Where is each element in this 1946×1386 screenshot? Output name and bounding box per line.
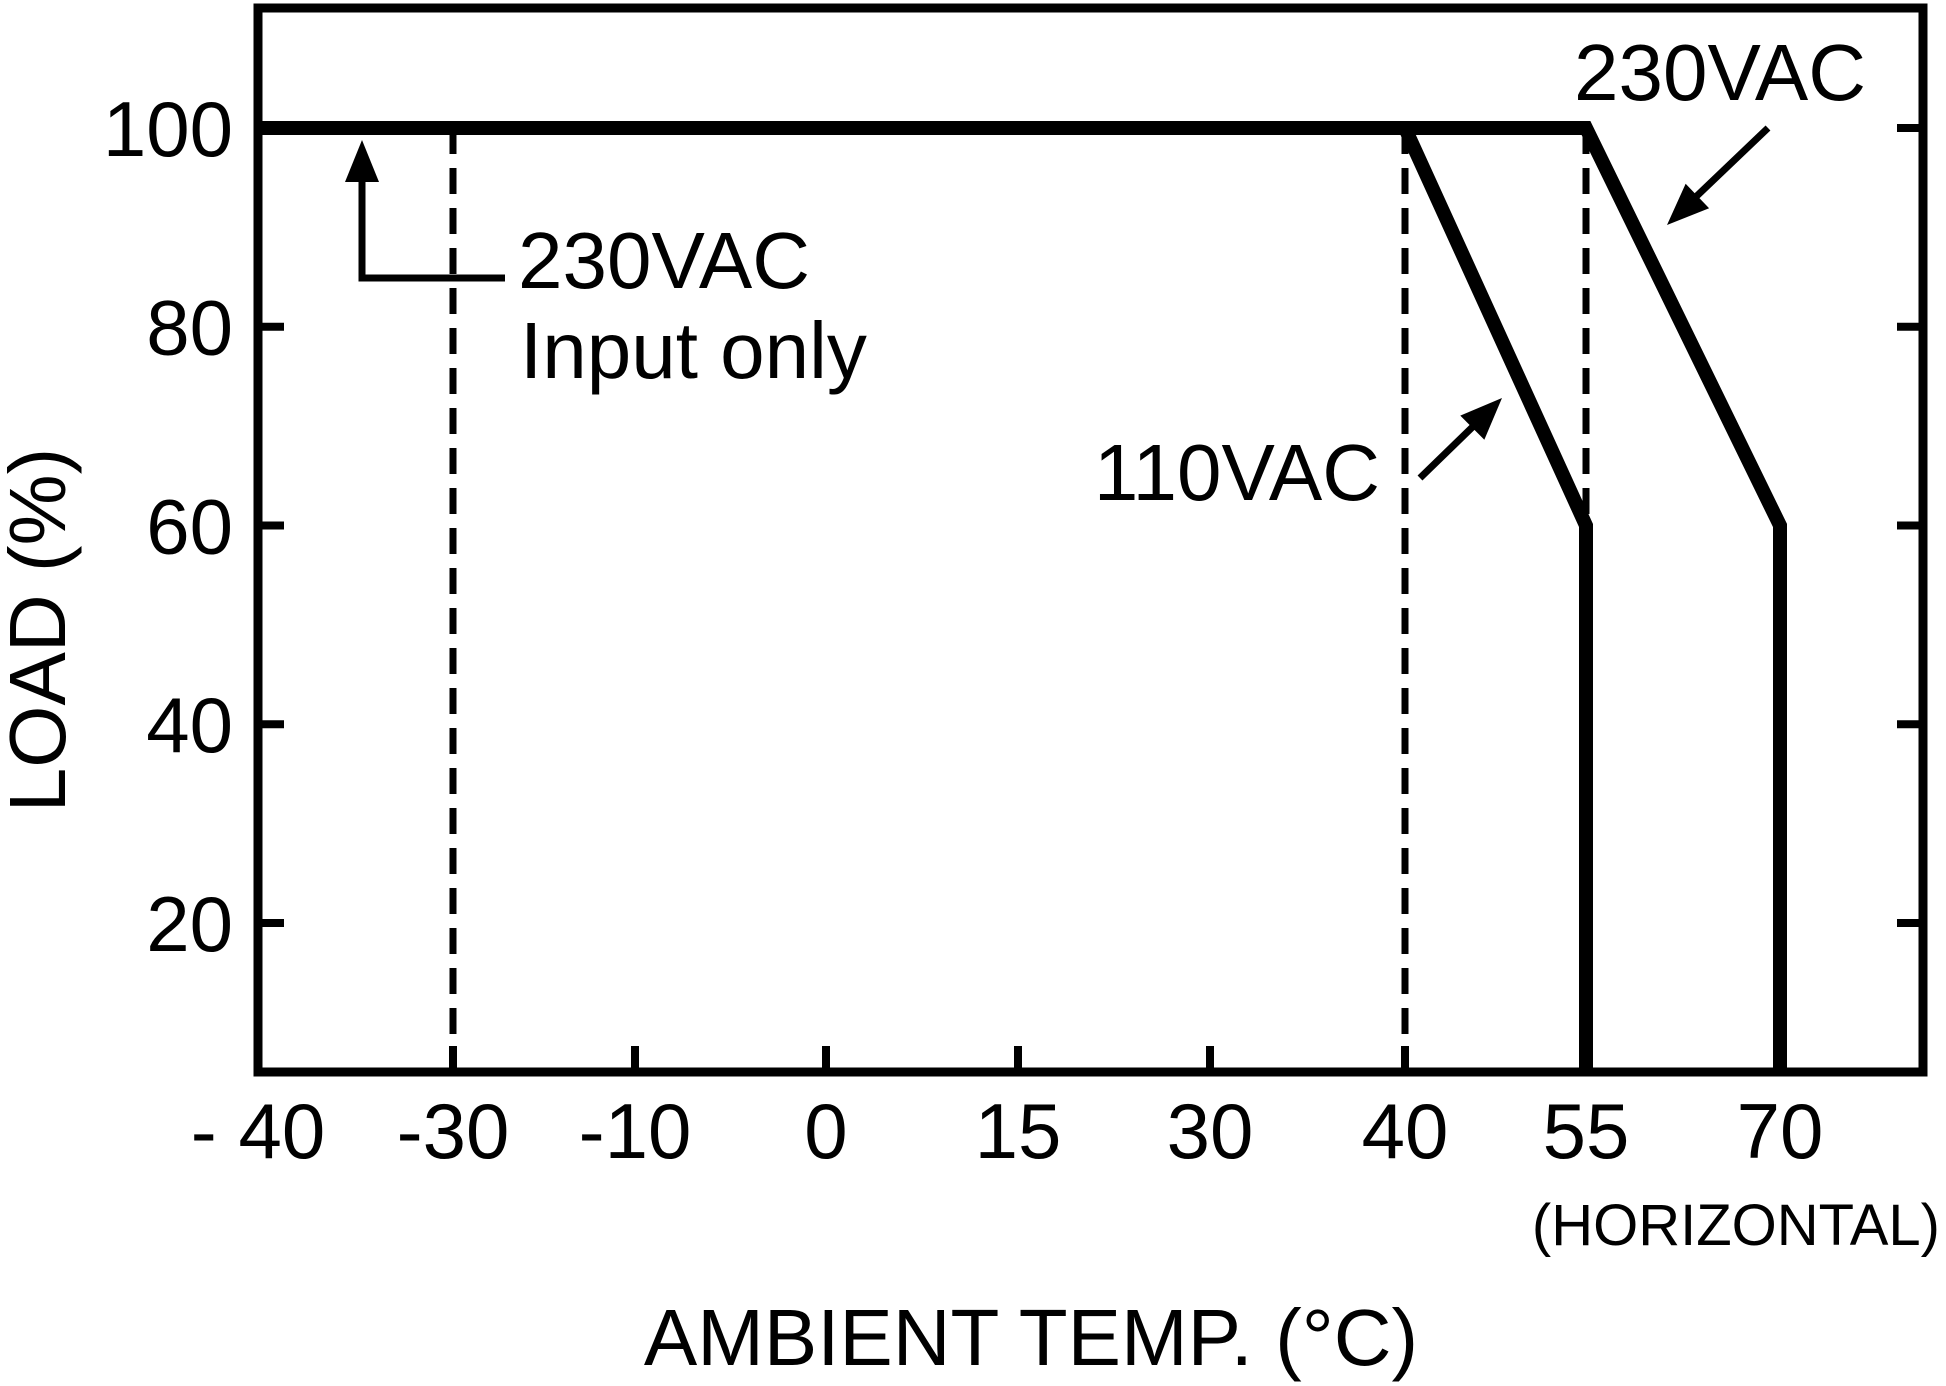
annotation-label: Input only bbox=[520, 306, 867, 395]
annotation-label: 230VAC bbox=[1574, 28, 1866, 117]
y-axis-title: LOAD (%) bbox=[0, 448, 82, 813]
x-axis-note: (HORIZONTAL) bbox=[1532, 1193, 1940, 1258]
x-tick-label: -10 bbox=[579, 1087, 692, 1175]
x-axis-title: AMBIENT TEMP. (°C) bbox=[644, 1293, 1418, 1382]
annotation-arrow-shaft bbox=[358, 152, 505, 282]
annotation-arrow-head bbox=[345, 140, 379, 182]
series-lines bbox=[258, 121, 1787, 1072]
annotation-arrow-head bbox=[1667, 183, 1710, 225]
y-tick-label: 20 bbox=[146, 880, 233, 968]
y-tick-label: 100 bbox=[103, 85, 233, 173]
x-tick-label: 55 bbox=[1543, 1087, 1630, 1175]
x-tick-label: 70 bbox=[1737, 1087, 1824, 1175]
x-tick-label: -30 bbox=[397, 1087, 510, 1175]
annotation-label: 230VAC bbox=[518, 216, 810, 305]
annotation-arrow-head bbox=[1460, 398, 1502, 440]
x-tick-label: 30 bbox=[1167, 1087, 1254, 1175]
plot-area bbox=[253, 3, 1928, 1077]
x-tick-label: - 40 bbox=[191, 1087, 325, 1175]
x-tick-label: 40 bbox=[1362, 1087, 1449, 1175]
axis-labels: - 40 -30 -10 0 15 30 40 55 70 20 40 60 80 100 bbox=[103, 85, 1824, 1175]
x-tick-label: 0 bbox=[804, 1087, 847, 1175]
x-tick-label: 15 bbox=[975, 1087, 1062, 1175]
series-line bbox=[258, 121, 1787, 1072]
y-tick-label: 80 bbox=[146, 284, 233, 372]
plot-frame bbox=[253, 3, 1928, 1077]
y-tick-label: 40 bbox=[146, 681, 233, 769]
annotation-label: 110VAC bbox=[1094, 428, 1380, 517]
y-tick-label: 60 bbox=[146, 482, 233, 570]
